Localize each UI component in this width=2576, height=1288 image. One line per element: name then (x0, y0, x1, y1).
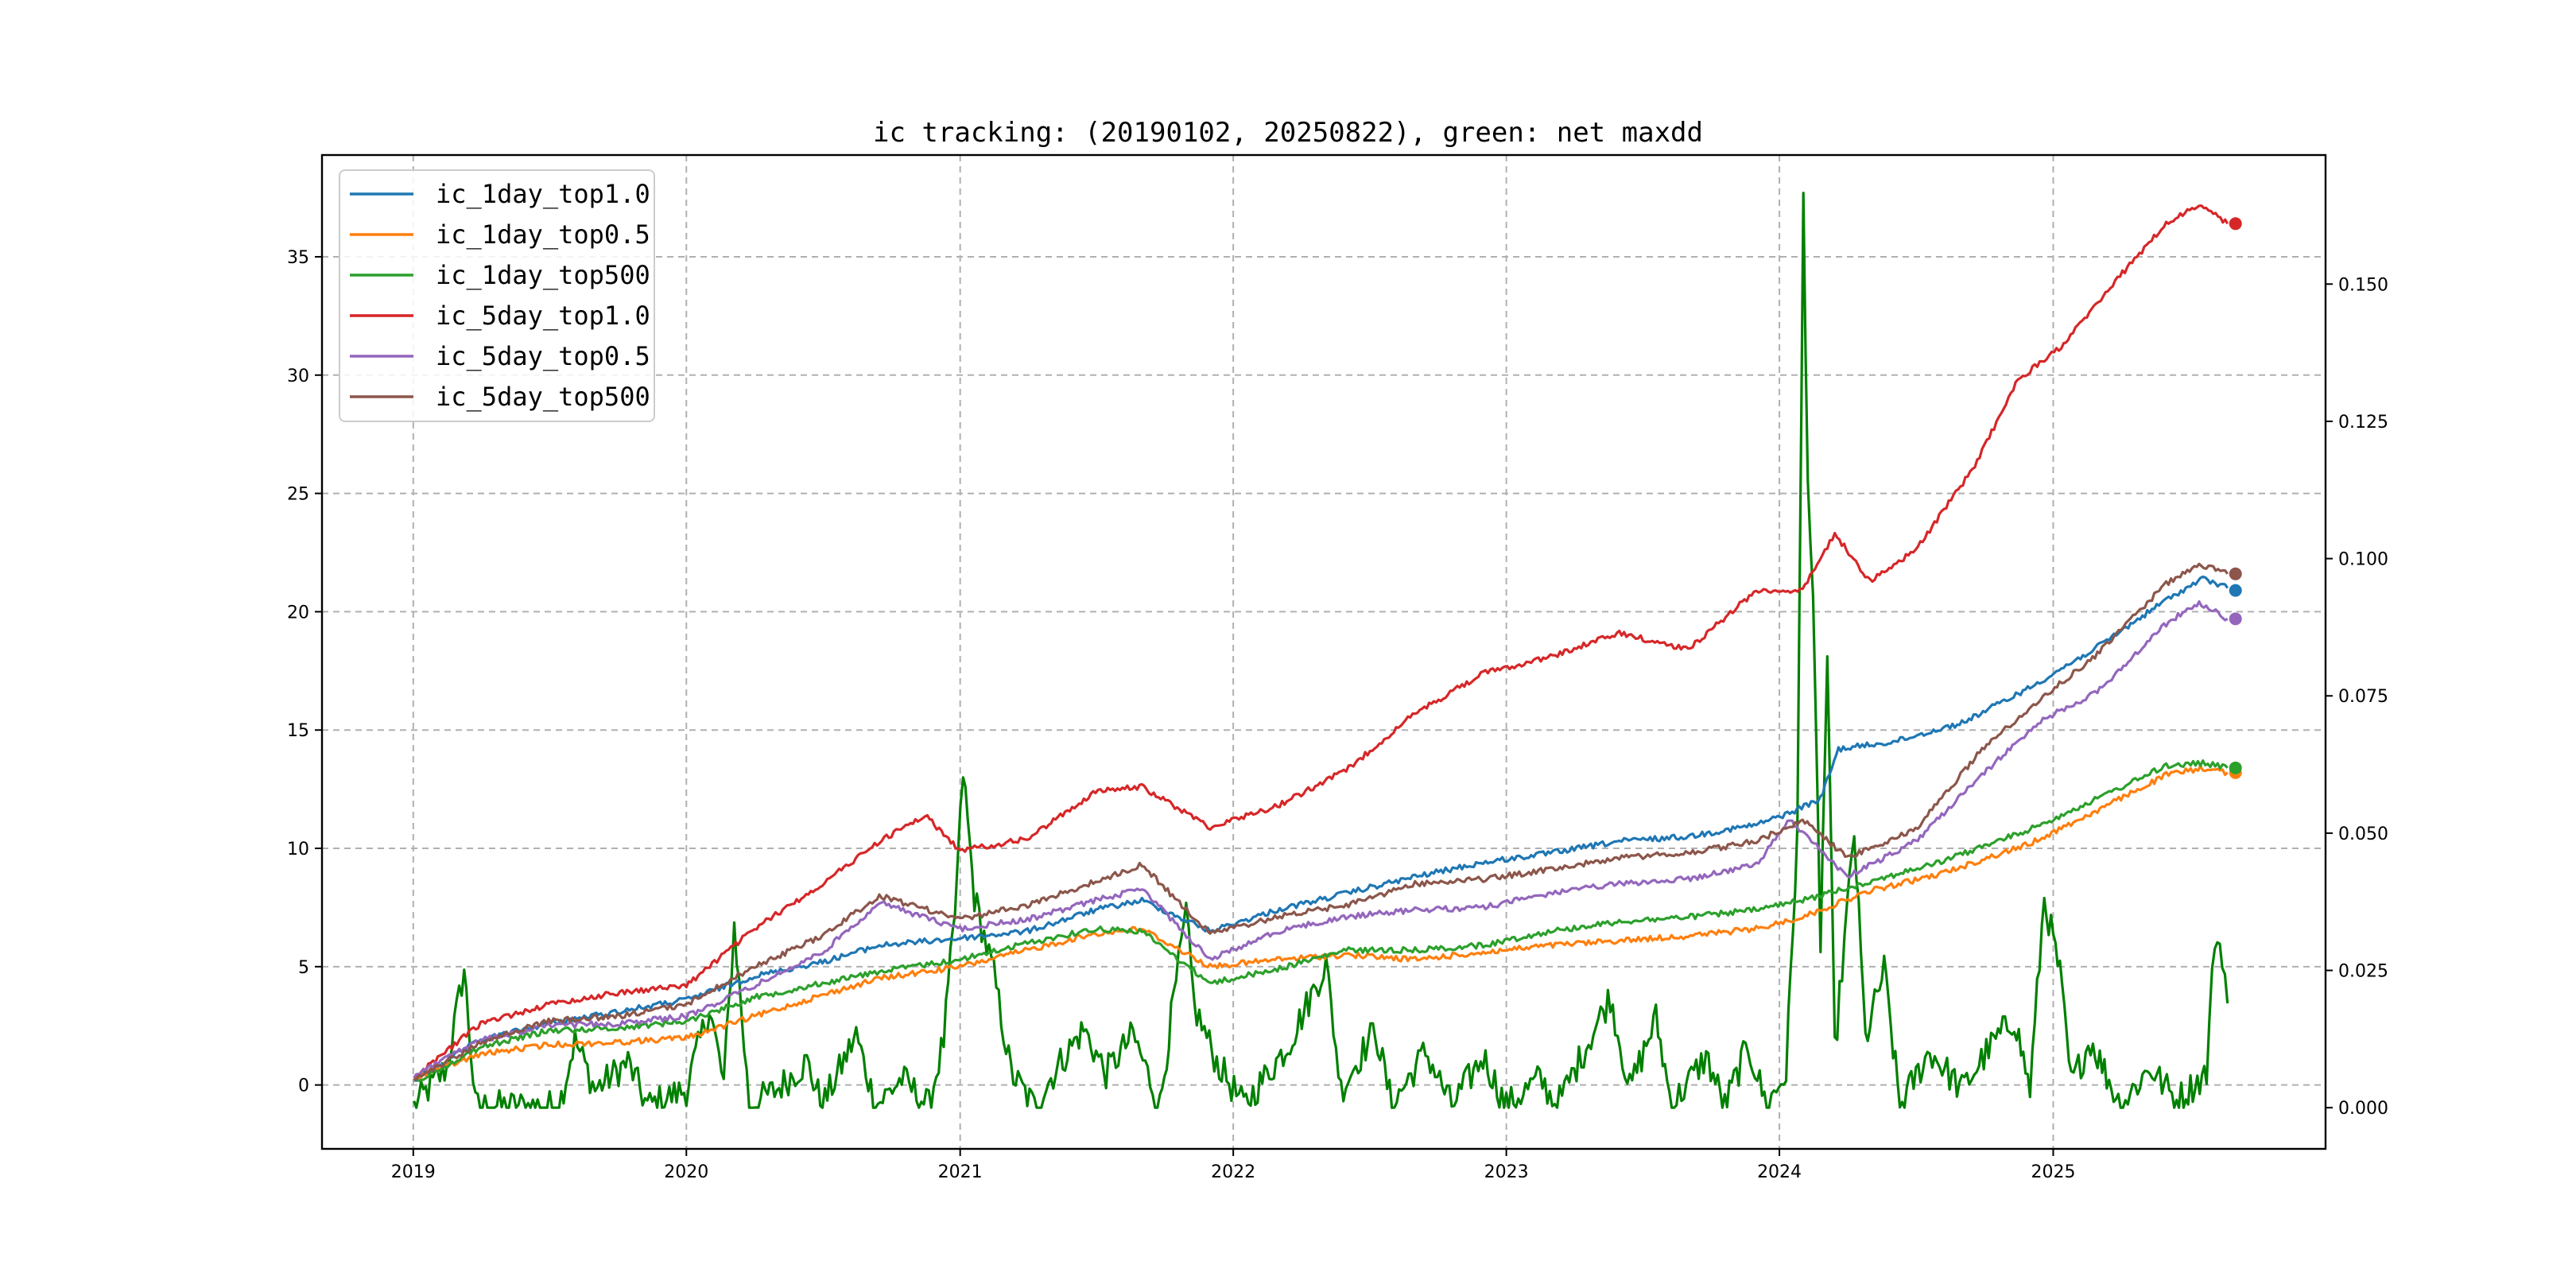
end-marker-ic_5day_top500 (2229, 567, 2242, 580)
y-right-tick-label: 0.125 (2338, 413, 2388, 433)
x-tick-label: 2023 (1484, 1162, 1529, 1182)
y-axis-left: 0 5 10 15 20 25 30 35 (287, 248, 322, 1096)
series-line-ic_1day_top500 (413, 759, 2229, 1082)
x-tick-label: 2024 (1757, 1162, 1802, 1182)
end-marker-ic_5day_top1-0 (2229, 217, 2242, 231)
legend: ic_1day_top1.0 ic_1day_top0.5 ic_1day_top5… (339, 169, 655, 422)
legend-box (339, 169, 655, 422)
y-left-tick-label: 25 (287, 485, 309, 505)
plot-area-frame (320, 153, 2327, 1150)
y-left-tick-label: 20 (287, 603, 309, 623)
x-tick-label: 2022 (1211, 1162, 1255, 1182)
x-tick-label: 2020 (664, 1162, 708, 1182)
x-tick-label: 2021 (938, 1162, 983, 1182)
legend-label: ic_1day_top500 (436, 260, 650, 290)
series-line-ic_5day_top500 (413, 562, 2229, 1081)
y-left-tick-label: 10 (287, 840, 309, 859)
y-axis-right: 0.000 0.025 0.050 0.075 0.100 0.125 0.150 (2326, 275, 2388, 1119)
x-tick-label: 2025 (2031, 1162, 2075, 1182)
legend-label: ic_5day_top0.5 (436, 341, 650, 371)
series-line-ic_5day_top1-0 (413, 204, 2229, 1080)
legend-label: ic_1day_top0.5 (436, 219, 650, 250)
series-lines (413, 192, 2229, 1109)
legend-label: ic_1day_top1.0 (436, 179, 650, 209)
end-marker-ic_5day_top0-5 (2229, 612, 2242, 626)
y-right-tick-label: 0.075 (2338, 687, 2388, 707)
y-left-tick-label: 15 (287, 721, 309, 741)
end-markers (2229, 217, 2242, 779)
chart-title: ic tracking: (20190102, 20250822), green… (873, 117, 1703, 149)
series-line-net maxdd (413, 192, 2229, 1109)
series-line-ic_1day_top0-5 (413, 765, 2229, 1081)
x-tick-label: 2019 (391, 1162, 436, 1182)
y-left-tick-label: 5 (298, 958, 309, 978)
y-left-tick-label: 0 (298, 1077, 309, 1096)
y-left-tick-label: 35 (287, 248, 309, 268)
end-marker-ic_1day_top1-0 (2229, 584, 2242, 597)
y-left-tick-label: 30 (287, 367, 309, 386)
y-right-tick-label: 0.025 (2338, 962, 2388, 982)
y-right-tick-label: 0.100 (2338, 550, 2388, 570)
y-right-tick-label: 0.050 (2338, 824, 2388, 844)
series-line-ic_5day_top0-5 (413, 600, 2229, 1079)
end-marker-ic_1day_top500 (2229, 761, 2242, 774)
grid-lines (322, 155, 2326, 1149)
legend-label: ic_5day_top1.0 (436, 301, 650, 331)
x-axis: 2019 2020 2021 2022 2023 2024 2025 (391, 1149, 2075, 1182)
y-right-tick-label: 0.000 (2338, 1099, 2388, 1119)
y-right-tick-label: 0.150 (2338, 275, 2388, 295)
legend-label: ic_5day_top500 (436, 382, 650, 412)
